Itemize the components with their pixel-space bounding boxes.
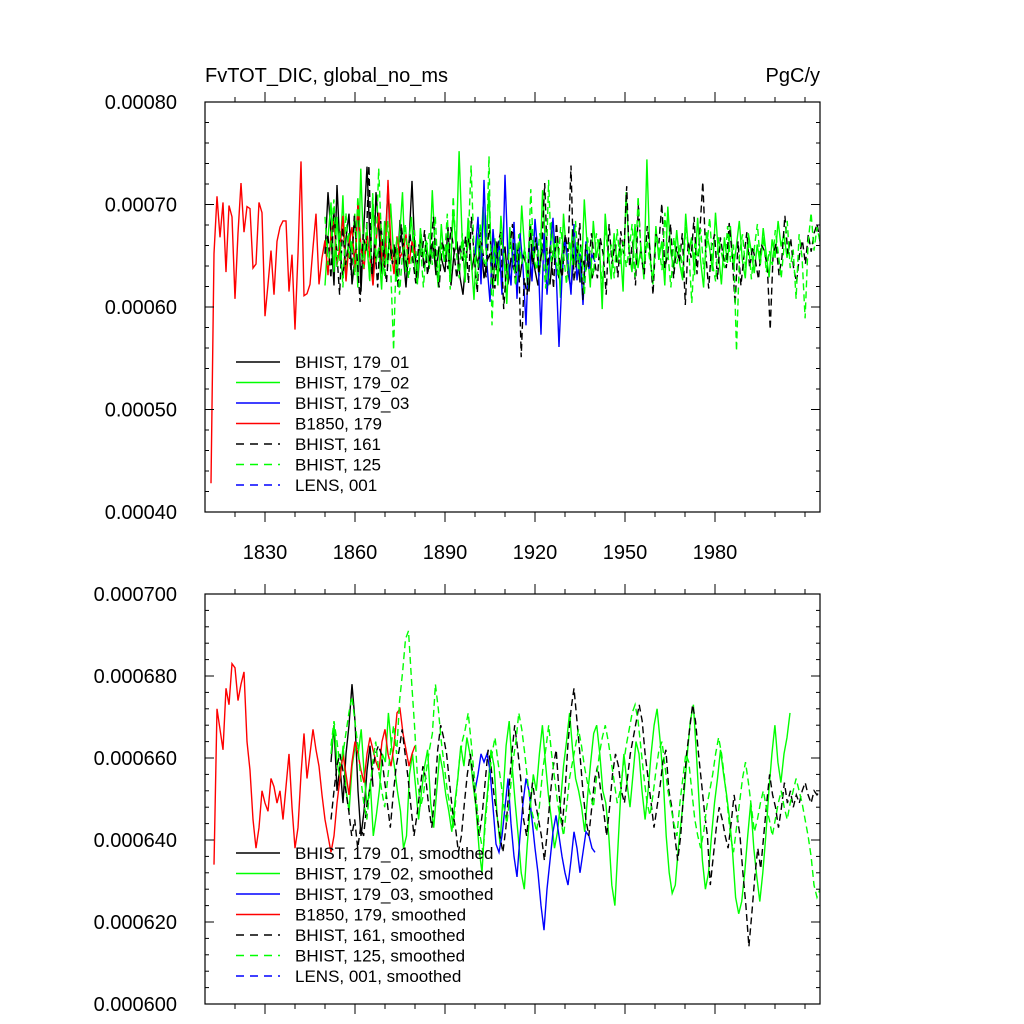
y-tick-label: 0.00070 [105,195,177,217]
y-tick-label: 0.000640 [94,830,177,852]
title-right-units: PgC/y [766,65,820,87]
legend-label: BHIST, 179_02, smoothed [295,865,493,884]
legend-label: BHIST, 161, smoothed [295,926,465,945]
title-left: FvTOT_DIC, global_no_ms [205,65,448,87]
panel-top: 0.00040 0.00050 0.00060 0.00070 0.00080 1830 1… [105,92,821,564]
y-tick-label: 0.000600 [94,994,177,1016]
y-tick-label: 0.00080 [105,92,177,114]
series-line-0-0 [324,166,596,295]
legend-label: BHIST, 179_01, smoothed [295,844,493,863]
legend-label: B1850, 179 [295,415,382,434]
x-tick-label: 1830 [243,542,288,564]
series-line-1-3 [213,661,416,865]
x-tick-label: 1920 [513,542,558,564]
legend-label: BHIST, 125, smoothed [295,947,465,966]
series-line-0-2 [474,174,596,348]
series-line-1-2 [474,751,596,931]
x-tick-label: 1980 [693,542,738,564]
series-line-1-1 [330,704,791,914]
legend-label: BHIST, 179_03, smoothed [295,885,493,904]
legend-label: BHIST, 179_01 [295,353,409,372]
series-line-1-4 [330,688,820,947]
x-tick-label: 1950 [603,542,648,564]
legend-label: BHIST, 125 [295,456,381,475]
series-line-0-5 [324,156,820,352]
legend-label: LENS, 001 [295,476,377,495]
y-tick-label: 0.00040 [105,502,177,524]
series-line-1-5 [330,630,820,900]
legend-label: BHIST, 179_03 [295,394,409,413]
series-line-0-3 [210,161,416,484]
x-tick-label: 1890 [423,542,468,564]
series-line-1-0 [330,684,374,836]
y-tick-label: 0.000700 [94,584,177,606]
plot-frame [204,593,821,1005]
y-tick-label: 0.000680 [94,666,177,688]
y-tick-label: 0.00050 [105,400,177,422]
y-tick-label: 0.000620 [94,912,177,934]
x-tick-label: 1860 [333,542,378,564]
panel-bottom: 0.000600 0.000620 0.000640 0.000660 0.000680… [94,584,821,1016]
legend-label: BHIST, 161 [295,435,381,454]
y-tick-label: 0.000660 [94,748,177,770]
legend-label: BHIST, 179_02 [295,374,409,393]
legend-label: LENS, 001, smoothed [295,967,461,986]
legend-label: B1850, 179, smoothed [295,906,466,925]
y-tick-label: 0.00060 [105,297,177,319]
